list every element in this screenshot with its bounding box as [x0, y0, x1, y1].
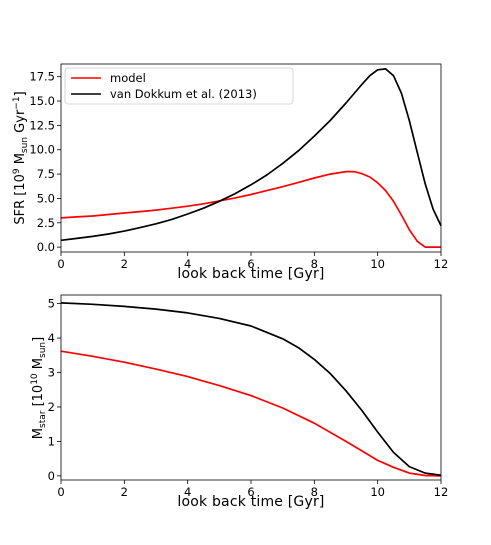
sfr-x-tick-label: 6	[247, 257, 254, 271]
sfr-ticks: 0 2 4 6 8 10 12 0.0 2.5 5.0 7.5 10.0 12.5 15.0 17.5	[29, 70, 448, 271]
mstar-y-tick-label: 3	[48, 366, 55, 380]
sfr-y-tick-label: 5.0	[37, 191, 55, 205]
mstar-x-tick-label: 8	[311, 485, 318, 499]
legend: model van Dokkum et al. (2013)	[64, 67, 294, 105]
sfr-y-tick-label: 17.5	[29, 70, 55, 84]
mstar-y-tick-label: 1	[48, 434, 55, 448]
sfr-x-tick-label: 10	[370, 257, 385, 271]
sfr-series-lines	[60, 68, 442, 248]
sfr-panel: 0 2 4 6 8 10 12 0.0 2.5 5.0 7.5 10.0 12.5 15.0 17.5 lo…	[12, 63, 448, 282]
legend-label-van-dokkum: van Dokkum et al. (2013)	[110, 87, 257, 101]
mstar-y-tick-label: 5	[48, 297, 55, 311]
sfr-y-tick-label: 7.5	[37, 167, 55, 181]
sfr-y-tick-label: 12.5	[29, 118, 55, 132]
mstar-x-tick-label: 6	[247, 485, 254, 499]
mstar-series-lines	[60, 302, 442, 477]
sfr-y-tick-label: 0.0	[37, 240, 55, 254]
sfr-y-tick-label: 10.0	[29, 143, 55, 157]
sfr-x-tick-label: 12	[434, 257, 449, 271]
sfr-series-line-model	[60, 170, 441, 248]
sfr-x-tick-label: 4	[184, 257, 191, 271]
sfr-y-axis-label: SFR [109 Msun Gyr−1]	[12, 91, 30, 224]
mstar-x-tick-label: 12	[434, 485, 449, 499]
mstar-x-tick-label: 0	[57, 485, 64, 499]
mstar-y-tick-label: 4	[48, 331, 55, 345]
mstar-series-line-model	[60, 350, 442, 477]
legend-box	[64, 67, 294, 105]
sfr-x-tick-label: 0	[57, 257, 64, 271]
sfr-x-tick-label: 8	[311, 257, 318, 271]
mstar-y-axis-label: Mstar [1010 Msun]	[30, 337, 48, 439]
mstar-plot-frame	[60, 294, 442, 481]
mstar-x-tick-label: 2	[121, 485, 128, 499]
sfr-y-tick-label: 2.5	[37, 216, 55, 230]
mstar-y-tick-label: 0	[48, 469, 55, 483]
legend-label-model: model	[110, 71, 146, 85]
sfr-series-line-van-dokkum	[60, 68, 442, 242]
sfr-x-axis-label: look back time [Gyr]	[177, 266, 324, 282]
sfr-y-tick-label: 15.0	[29, 94, 55, 108]
mstar-x-tick-label: 4	[184, 485, 191, 499]
mstar-x-axis-label: look back time [Gyr]	[177, 494, 324, 510]
sfr-x-tick-label: 2	[121, 257, 128, 271]
mstar-y-tick-label: 2	[48, 400, 55, 414]
mstar-x-tick-label: 10	[370, 485, 385, 499]
mstar-series-line-van-dokkum	[60, 302, 442, 477]
